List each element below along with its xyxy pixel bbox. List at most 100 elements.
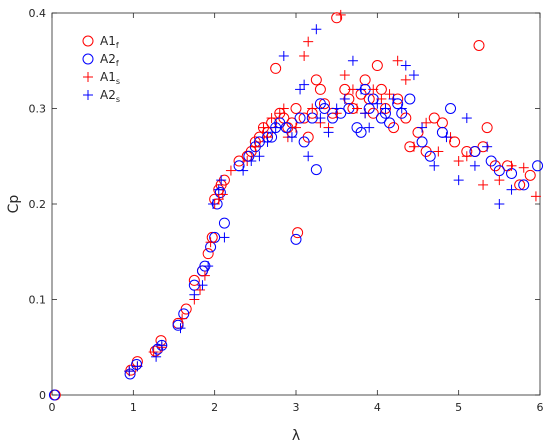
x-tick-label: 6: [537, 401, 544, 414]
data-point: [392, 55, 403, 66]
data-point: [469, 145, 481, 157]
data-point: [156, 340, 167, 351]
data-point: [429, 160, 440, 171]
data-point: [208, 199, 219, 209]
legend-subscript: f: [116, 41, 119, 50]
legend: A1f A2f A1s A2s: [82, 34, 120, 104]
plot-area: [51, 12, 541, 396]
data-point: [478, 179, 489, 190]
data-point: [298, 136, 310, 148]
data-point: [433, 146, 444, 157]
data-point: [270, 122, 281, 133]
data-point: [355, 126, 367, 138]
data-point: [380, 103, 391, 114]
data-point: [217, 189, 228, 200]
data-point: [131, 358, 143, 370]
y-tick-label: 0.2: [29, 198, 47, 211]
legend-label: A2s: [100, 88, 120, 104]
data-point: [364, 122, 375, 133]
data-point: [494, 199, 505, 209]
x-axis-title: λ: [292, 428, 300, 444]
data-point: [485, 155, 497, 167]
data-point: [388, 93, 399, 104]
data-point: [290, 233, 302, 245]
data-point: [368, 84, 379, 95]
series-a1s: [124, 9, 541, 377]
data-point: [238, 165, 249, 176]
data-point: [299, 79, 310, 90]
data-point: [384, 117, 396, 129]
data-point: [473, 39, 485, 51]
data-point: [424, 150, 436, 162]
data-point: [331, 12, 343, 24]
data-point: [278, 103, 289, 114]
data-point: [203, 261, 214, 272]
data-point: [177, 313, 188, 324]
data-point: [152, 343, 164, 355]
data-point: [530, 191, 541, 202]
data-point: [524, 169, 536, 181]
data-point: [461, 113, 472, 124]
data-point: [195, 284, 206, 295]
y-tick-label: 0: [39, 389, 46, 402]
data-point: [469, 160, 480, 171]
data-point: [294, 112, 306, 124]
data-point: [254, 151, 265, 162]
data-point: [453, 175, 464, 186]
data-point: [506, 160, 517, 171]
data-point: [225, 165, 236, 176]
data-points: [48, 9, 544, 401]
data-point: [421, 117, 432, 128]
data-point: [441, 132, 452, 143]
data-point: [258, 122, 269, 133]
data-point: [315, 113, 326, 124]
axis-ticks: 0 1 2 3 4 5 6 0 0.1 0.2 0.3 0.4: [29, 7, 544, 414]
data-point: [189, 289, 200, 300]
plot-frame: [51, 12, 541, 396]
data-point: [318, 98, 330, 110]
data-point: [213, 194, 224, 205]
data-point: [506, 184, 517, 195]
data-point: [356, 84, 367, 95]
data-point: [352, 103, 362, 114]
data-point: [250, 141, 261, 152]
data-point: [360, 108, 371, 119]
data-point: [347, 55, 358, 66]
data-point: [291, 122, 301, 133]
data-point: [331, 103, 342, 114]
data-point: [292, 227, 304, 239]
data-point: [318, 103, 330, 114]
data-point: [408, 141, 419, 152]
data-point: [303, 36, 314, 47]
x-tick-label: 3: [293, 401, 300, 414]
y-tick-label: 0.3: [29, 103, 47, 116]
legend-marker: [83, 72, 93, 82]
data-point: [303, 151, 314, 162]
data-point: [408, 70, 419, 81]
data-point: [514, 179, 526, 191]
y-tick-label: 0.1: [29, 294, 47, 307]
data-point: [371, 60, 383, 72]
data-point: [453, 156, 464, 167]
data-point: [219, 232, 230, 243]
data-point: [278, 50, 289, 61]
legend-label: A1s: [100, 70, 120, 86]
x-tick-label: 4: [374, 401, 381, 414]
data-point: [124, 366, 135, 377]
data-point: [494, 175, 505, 186]
data-point: [461, 151, 472, 162]
data-point: [197, 280, 208, 291]
data-point: [151, 351, 162, 362]
x-tick-label: 1: [130, 401, 137, 414]
x-tick-label: 2: [211, 401, 218, 414]
data-point: [149, 345, 161, 357]
data-point: [376, 93, 387, 104]
data-point: [323, 127, 334, 138]
data-point: [132, 361, 143, 372]
legend-subscript: f: [116, 59, 119, 68]
data-point: [339, 93, 350, 104]
data-point: [48, 389, 60, 401]
data-point: [125, 364, 137, 376]
legend-label: A1f: [100, 34, 119, 50]
